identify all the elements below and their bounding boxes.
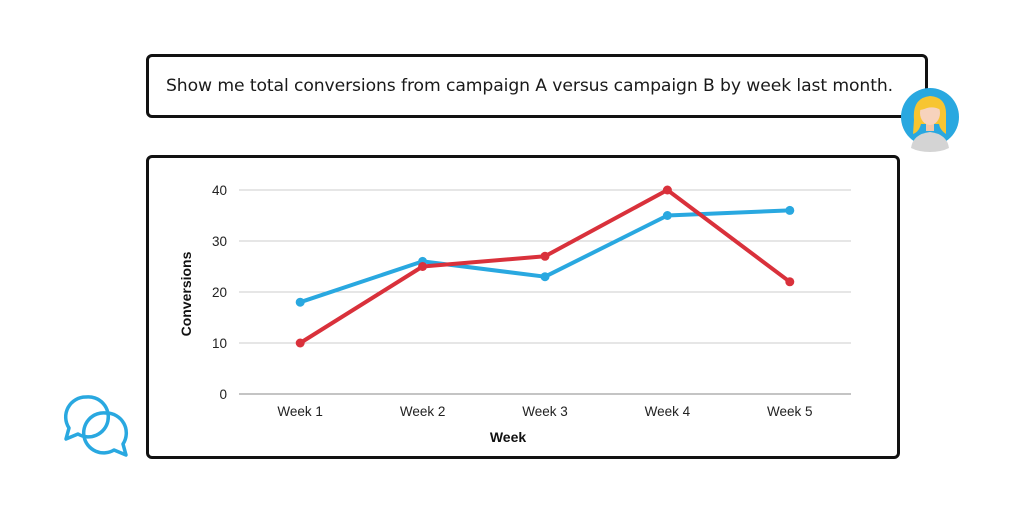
x-tick-label: Week 2: [400, 404, 446, 419]
y-tick-label: 30: [212, 234, 227, 249]
data-point: [785, 205, 795, 215]
y-tick-label: 0: [219, 387, 227, 402]
data-point: [540, 251, 550, 261]
data-point: [295, 297, 305, 307]
line-chart: 0 10 20 30 40 Week 1 Week 2 Week 3 Week 4 Week 5…: [178, 183, 851, 445]
x-axis-label: Week: [490, 429, 527, 445]
y-tick-label: 20: [212, 285, 227, 300]
gridlines: [239, 189, 851, 395]
data-point: [662, 185, 672, 195]
x-tick-labels: Week 1 Week 2 Week 3 Week 4 Week 5: [277, 404, 812, 419]
series-lines: [295, 185, 795, 348]
x-tick-label: Week 1: [277, 404, 323, 419]
y-tick-labels: 0 10 20 30 40: [212, 183, 227, 402]
chart-panel: 0 10 20 30 40 Week 1 Week 2 Week 3 Week 4 Week 5…: [146, 155, 900, 459]
x-tick-label: Week 4: [645, 404, 691, 419]
user-avatar-icon: [901, 88, 959, 152]
y-tick-label: 40: [212, 183, 227, 198]
series-2: [295, 185, 795, 348]
data-point: [295, 338, 305, 348]
user-prompt-bubble: Show me total conversions from campaign …: [146, 54, 928, 118]
data-point: [540, 272, 550, 282]
y-tick-label: 10: [212, 336, 227, 351]
x-tick-label: Week 5: [767, 404, 813, 419]
y-axis-label: Conversions: [178, 251, 194, 336]
user-prompt-text: Show me total conversions from campaign …: [166, 76, 894, 96]
data-point: [662, 211, 672, 220]
x-tick-label: Week 3: [522, 404, 568, 419]
data-point: [418, 262, 428, 271]
chat-bubbles-icon: [63, 395, 129, 457]
data-point: [785, 277, 795, 287]
